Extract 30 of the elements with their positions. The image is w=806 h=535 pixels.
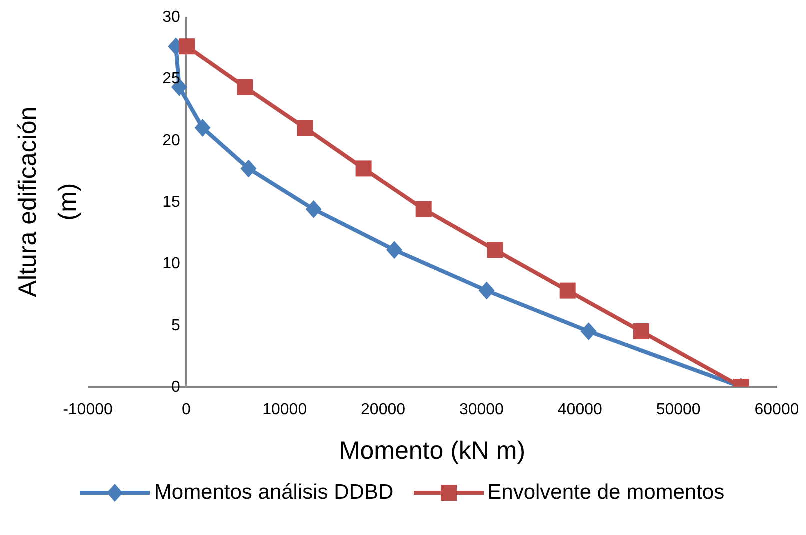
point	[560, 282, 576, 299]
point	[297, 120, 314, 136]
point	[194, 119, 211, 137]
x-tick-label: -10000	[63, 401, 114, 418]
x-tick-label: 50000	[656, 401, 701, 418]
point	[240, 160, 257, 178]
point	[633, 324, 650, 340]
x-tick-label: 10000	[262, 401, 308, 418]
y-tick-label: 0	[172, 379, 181, 396]
point	[386, 241, 403, 260]
y-tick-label: 5	[172, 317, 181, 334]
y-tick-label: 30	[162, 9, 181, 26]
point	[237, 79, 254, 96]
y-tick-label: 15	[162, 194, 181, 211]
x-tick-label: 40000	[558, 401, 602, 418]
point	[179, 38, 196, 55]
x-tick-label: 30000	[459, 401, 504, 418]
point	[487, 242, 504, 258]
legend-label: Envolvente de momentos	[488, 481, 725, 505]
x-axis-title: Momento (kN m)	[339, 437, 526, 465]
y-tick-label: 10	[162, 256, 181, 273]
legend-label: Momentos análisis DDBD	[154, 481, 394, 505]
point	[306, 200, 322, 218]
point	[356, 160, 372, 177]
x-tick-label: 20000	[361, 401, 406, 418]
y-axis-title: Altura edificación (m)	[14, 106, 82, 298]
point	[580, 322, 597, 340]
point	[478, 282, 495, 300]
y-tick-label: 20	[162, 132, 181, 150]
point	[416, 201, 432, 218]
